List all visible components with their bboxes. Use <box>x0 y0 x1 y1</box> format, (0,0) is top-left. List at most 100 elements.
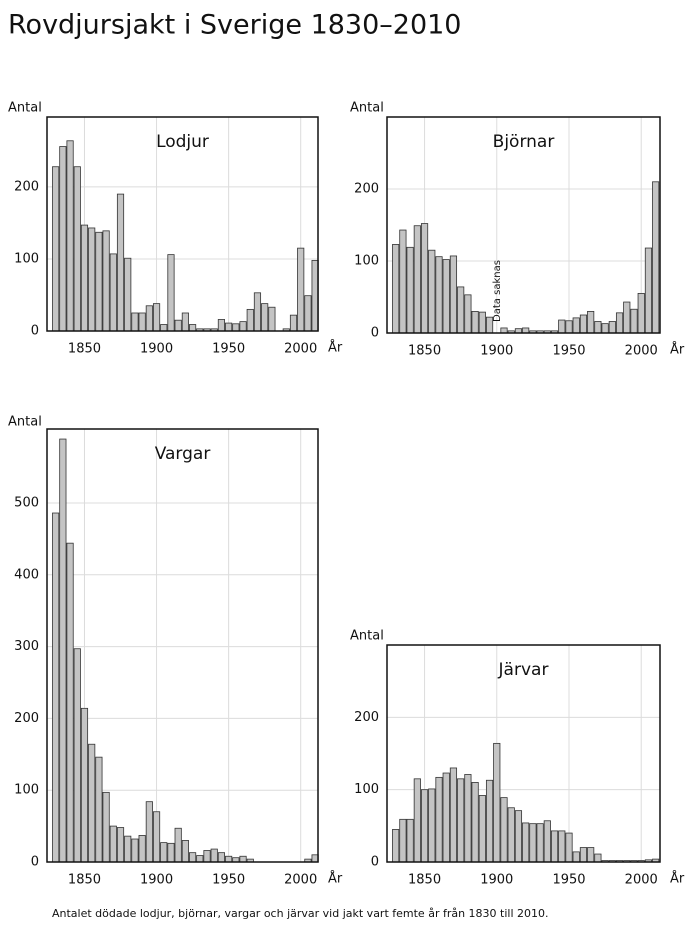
bar <box>572 851 580 863</box>
bar <box>413 225 421 334</box>
bar <box>608 321 616 334</box>
y-axis-label: Antal <box>350 629 384 644</box>
bar <box>428 249 436 334</box>
panel-title: Björnar <box>493 132 555 152</box>
bar <box>471 782 479 863</box>
bar <box>420 223 429 334</box>
bar <box>225 855 233 863</box>
bar <box>138 312 146 332</box>
y-tick-label: 200 <box>14 711 39 726</box>
bar <box>594 853 602 863</box>
bar <box>210 848 218 863</box>
bar <box>615 312 624 334</box>
bar <box>637 292 645 334</box>
bar <box>442 259 450 334</box>
bar <box>124 835 132 863</box>
bar <box>406 818 414 863</box>
y-tick-label: 200 <box>354 182 379 197</box>
y-axis-label: Antal <box>8 415 42 430</box>
bar <box>522 327 530 334</box>
bar <box>102 791 110 863</box>
bar <box>565 320 573 334</box>
bar <box>189 324 197 332</box>
bar <box>160 324 168 332</box>
bar <box>131 838 139 863</box>
bar <box>116 193 125 332</box>
y-tick-label: 0 <box>371 326 379 341</box>
bar <box>66 140 74 332</box>
bar <box>160 842 168 863</box>
bar <box>558 830 566 863</box>
bar <box>131 312 139 332</box>
y-tick-label: 0 <box>31 855 39 870</box>
plot-frame <box>386 116 661 334</box>
bar <box>145 801 153 863</box>
bar <box>449 767 458 863</box>
bar <box>399 818 407 863</box>
plot-frame <box>46 428 319 863</box>
plot-frame <box>46 116 319 332</box>
bar <box>196 855 204 863</box>
bar <box>543 820 551 863</box>
bar <box>478 795 486 863</box>
bar <box>59 438 67 863</box>
bar <box>536 823 544 863</box>
bar <box>289 314 298 332</box>
bar <box>109 825 117 863</box>
bar <box>102 230 110 332</box>
bar <box>485 779 494 863</box>
bar <box>565 832 573 863</box>
x-axis-label: År <box>328 340 343 356</box>
x-axis-label: År <box>328 871 343 887</box>
bar <box>181 312 189 332</box>
bar <box>232 323 240 332</box>
y-tick-label: 500 <box>14 495 39 510</box>
bar <box>507 807 515 863</box>
bar <box>623 301 631 334</box>
x-tick-label: 1850 <box>408 344 441 359</box>
bar <box>145 305 153 332</box>
bar <box>579 314 588 334</box>
bar <box>464 774 472 863</box>
x-tick-label: 1900 <box>480 873 513 888</box>
bar <box>594 321 602 334</box>
bar <box>587 310 595 334</box>
y-tick-label: 0 <box>31 324 39 339</box>
bar <box>95 231 103 332</box>
bar <box>246 308 254 332</box>
bar <box>225 322 233 332</box>
bar <box>652 181 660 334</box>
bar <box>435 776 443 863</box>
x-tick-label: 2000 <box>284 342 317 357</box>
annotation: Data saknas <box>492 260 503 322</box>
bar <box>152 811 161 863</box>
bar <box>124 257 132 332</box>
x-tick-label: 2000 <box>625 873 658 888</box>
y-tick-label: 100 <box>354 782 379 797</box>
bar <box>116 827 125 863</box>
bar <box>239 321 247 332</box>
bar <box>174 319 182 332</box>
caption: Antalet dödade lodjur, björnar, vargar o… <box>52 907 549 920</box>
bar <box>80 224 89 332</box>
x-tick-label: 1900 <box>480 344 513 359</box>
panel-title: Vargar <box>155 444 211 464</box>
bar <box>174 827 182 863</box>
bar <box>457 778 465 863</box>
bar <box>579 847 588 863</box>
x-tick-label: 1950 <box>552 344 585 359</box>
y-tick-label: 100 <box>354 254 379 269</box>
y-axis-label: Antal <box>350 101 384 116</box>
bar <box>500 327 508 334</box>
bar <box>217 319 225 332</box>
bar <box>73 166 81 332</box>
x-tick-label: 1900 <box>140 873 173 888</box>
bar <box>66 542 74 863</box>
bar <box>109 253 117 332</box>
x-tick-label: 1950 <box>212 342 245 357</box>
bar <box>442 772 450 863</box>
bar <box>413 778 421 863</box>
panel-title: Lodjur <box>156 132 209 152</box>
bar <box>167 842 175 863</box>
